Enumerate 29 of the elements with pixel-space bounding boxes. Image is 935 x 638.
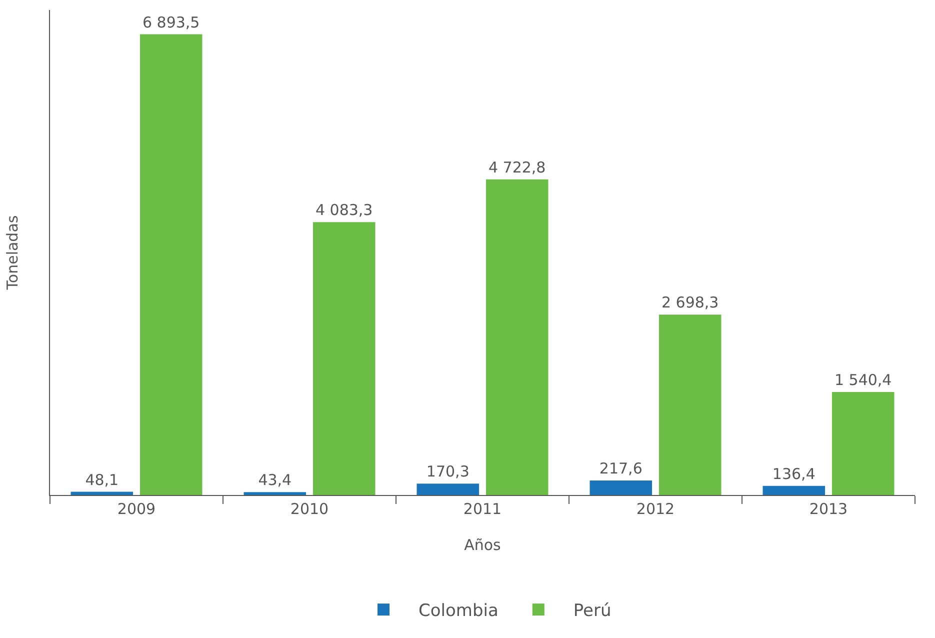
bar — [590, 480, 652, 495]
bar — [416, 484, 480, 495]
bar — [70, 492, 134, 495]
bar — [762, 486, 826, 495]
data-label: 43,4 — [258, 471, 292, 490]
legend-label: Colombia — [418, 601, 498, 622]
x-tick-label: 2011 — [463, 500, 502, 518]
bar — [244, 492, 306, 495]
x-tick-label: 2012 — [636, 500, 675, 518]
x-axis-title: Años — [464, 536, 502, 554]
data-label: 4 083,3 — [315, 201, 373, 220]
bar — [486, 179, 548, 495]
data-label: 1 540,4 — [834, 371, 892, 390]
data-label: 48,1 — [85, 470, 119, 489]
data-label: 2 698,3 — [661, 294, 719, 312]
x-tick-label: 2013 — [809, 500, 848, 518]
legend-label: Perú — [573, 601, 612, 622]
data-label: 217,6 — [599, 459, 642, 478]
bar — [832, 392, 894, 495]
data-label: 136,4 — [772, 464, 816, 483]
x-tick-label: 2009 — [117, 500, 156, 518]
data-label: 6 893,5 — [142, 13, 200, 32]
bar — [312, 222, 376, 495]
data-label: 170,3 — [426, 462, 470, 481]
x-tick-label: 2010 — [290, 500, 329, 518]
y-axis-title: Toneladas — [4, 215, 22, 291]
data-label: 4 722,8 — [488, 158, 546, 176]
bar — [140, 34, 202, 495]
bar — [658, 314, 722, 495]
